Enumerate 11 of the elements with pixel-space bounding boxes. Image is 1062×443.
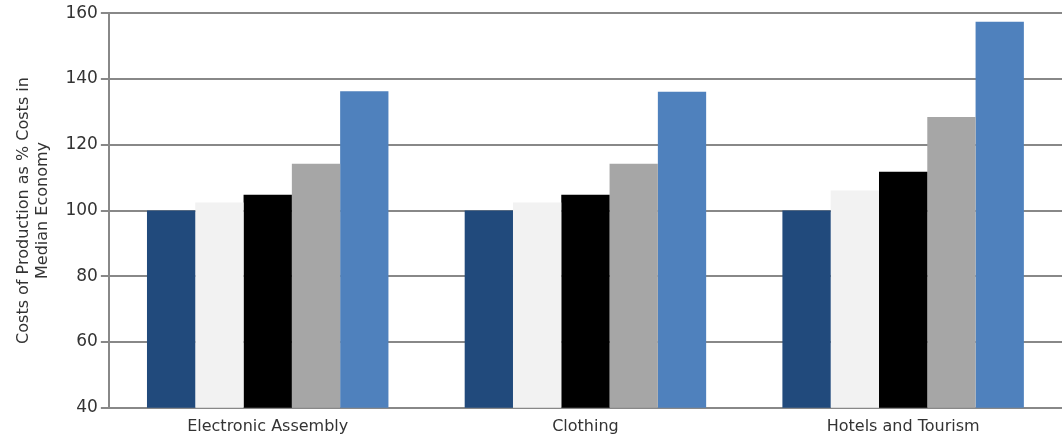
y-tick-label: 60: [76, 330, 98, 351]
y-tick-label: 100: [65, 198, 98, 219]
x-tick-label: Electronic Assembly: [187, 415, 349, 435]
y-tick-label: 120: [65, 133, 98, 154]
y-axis-title: Costs of Production as % Costs in Median Economy: [12, 77, 51, 344]
y-tick-label: 40: [76, 396, 98, 417]
y-tick-label: 140: [65, 67, 98, 88]
x-tick-label: Clothing: [552, 415, 619, 435]
y-tick-label: 80: [76, 264, 98, 285]
x-tick-label: Hotels and Tourism: [826, 415, 980, 435]
y-tick-label: 160: [65, 1, 98, 22]
